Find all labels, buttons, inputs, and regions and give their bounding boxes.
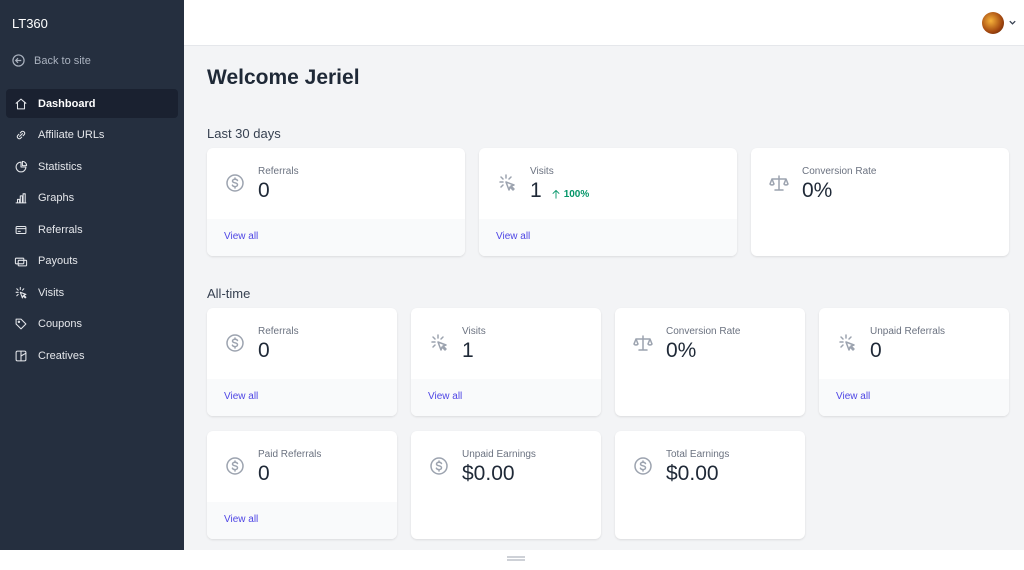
stat-value: 0 — [258, 462, 270, 485]
stat-card: Conversion Rate 0% — [615, 308, 805, 416]
nav-icon — [15, 286, 27, 298]
nav-icon — [16, 130, 26, 140]
sidebar: LT360 Back to site Dashboard Affiliate UR… — [0, 0, 184, 550]
stat-label: Visits — [530, 166, 554, 177]
view-all-link[interactable]: View all — [207, 502, 397, 539]
nav: Dashboard Affiliate URLs Statistics Graphs R… — [6, 89, 178, 373]
stat-value: 1 — [530, 179, 542, 202]
top-bar — [184, 0, 1024, 46]
nav-icon — [15, 350, 27, 361]
stat-value: 0 — [870, 339, 882, 362]
up-arrow — [552, 189, 560, 199]
nav-label: Statistics — [38, 160, 83, 173]
nav-icon — [15, 193, 27, 204]
stat-card: Visits 1 View all — [411, 308, 601, 416]
back-icon — [12, 54, 25, 67]
view-all-link[interactable]: View all — [411, 379, 601, 416]
stat-icon — [769, 175, 789, 191]
nav-item[interactable]: Creatives — [6, 341, 178, 370]
section-heading: All-time — [207, 286, 251, 301]
avatar[interactable] — [982, 12, 1004, 34]
view-all-link[interactable]: View all — [207, 379, 397, 416]
nav-icon — [14, 257, 28, 267]
stat-value: 1 — [462, 339, 474, 362]
stat-label: Referrals — [258, 326, 299, 337]
stat-label: Paid Referrals — [258, 449, 322, 460]
stat-icon — [430, 457, 448, 475]
nav-label: Coupons — [38, 318, 83, 330]
stat-card: Paid Referrals 0 View all — [207, 431, 397, 539]
nav-icon — [15, 160, 28, 172]
back-text: Back to site — [34, 54, 91, 67]
section-heading: Last 30 days — [207, 126, 281, 141]
nav-label: Graphs — [38, 192, 75, 204]
nav-label: Affiliate URLs — [38, 129, 105, 141]
stat-icon — [633, 335, 653, 351]
stat-icon — [226, 457, 244, 475]
stat-label: Unpaid Earnings — [462, 449, 536, 460]
nav-label: Payouts — [38, 255, 78, 267]
stat-label: Unpaid Referrals — [870, 326, 946, 337]
stat-change: 100% — [550, 188, 590, 200]
stat-card: Conversion Rate 0% — [751, 148, 1009, 256]
stat-value: 0% — [666, 339, 697, 362]
view-all-link[interactable]: View all — [819, 379, 1009, 416]
nav-item[interactable]: Affiliate URLs — [6, 121, 178, 150]
nav-label: Referrals — [38, 223, 83, 236]
stat-value: 0% — [802, 179, 833, 202]
nav-item[interactable]: Coupons — [6, 310, 178, 339]
stat-value: 0 — [258, 339, 270, 362]
nav-icon — [15, 98, 27, 109]
stat-icon — [499, 174, 515, 191]
nav-item[interactable]: Statistics — [6, 152, 178, 181]
stat-icon — [226, 174, 244, 192]
nav-label: Visits — [38, 286, 65, 299]
nav-item[interactable]: Referrals — [6, 215, 178, 244]
nav-item[interactable]: Visits — [6, 278, 178, 307]
change-text: 100% — [563, 188, 590, 200]
page-title: Welcome Jeriel — [207, 66, 360, 89]
stat-label: Visits — [462, 326, 486, 337]
stat-label: Referrals — [258, 166, 299, 177]
stat-value: $0.00 — [462, 462, 515, 485]
stat-label: Conversion Rate — [666, 326, 741, 337]
brand[interactable]: LT360 — [12, 16, 48, 31]
stat-card: Visits 1 100% View all — [479, 148, 737, 256]
nav-icon — [15, 318, 27, 330]
stat-value: 0 — [258, 179, 270, 202]
stat-icon — [839, 334, 855, 351]
view-all-link[interactable]: View all — [207, 219, 465, 256]
nav-label: Creatives — [38, 349, 85, 362]
stat-icon — [634, 457, 652, 475]
stat-icon — [226, 334, 244, 352]
nav-label: Dashboard — [38, 97, 96, 110]
nav-item[interactable]: Dashboard — [6, 89, 178, 118]
back-link[interactable]: Back to site — [12, 54, 91, 67]
stat-card: Total Earnings $0.00 — [615, 431, 805, 539]
caret[interactable] — [1008, 18, 1017, 27]
nav-icon — [15, 225, 27, 234]
stat-card: Unpaid Referrals 0 View all — [819, 308, 1009, 416]
nav-item[interactable]: Graphs — [6, 184, 178, 213]
stat-card: Referrals 0 View all — [207, 308, 397, 416]
view-all-link[interactable]: View all — [479, 219, 737, 256]
stat-value: $0.00 — [666, 462, 719, 485]
stat-card: Unpaid Earnings $0.00 — [411, 431, 601, 539]
stat-label: Total Earnings — [666, 449, 730, 460]
stat-card: Referrals 0 View all — [207, 148, 465, 256]
stat-icon — [431, 334, 447, 351]
stat-label: Conversion Rate — [802, 166, 877, 177]
nav-item[interactable]: Payouts — [6, 247, 178, 276]
resize-handle[interactable] — [507, 556, 525, 561]
